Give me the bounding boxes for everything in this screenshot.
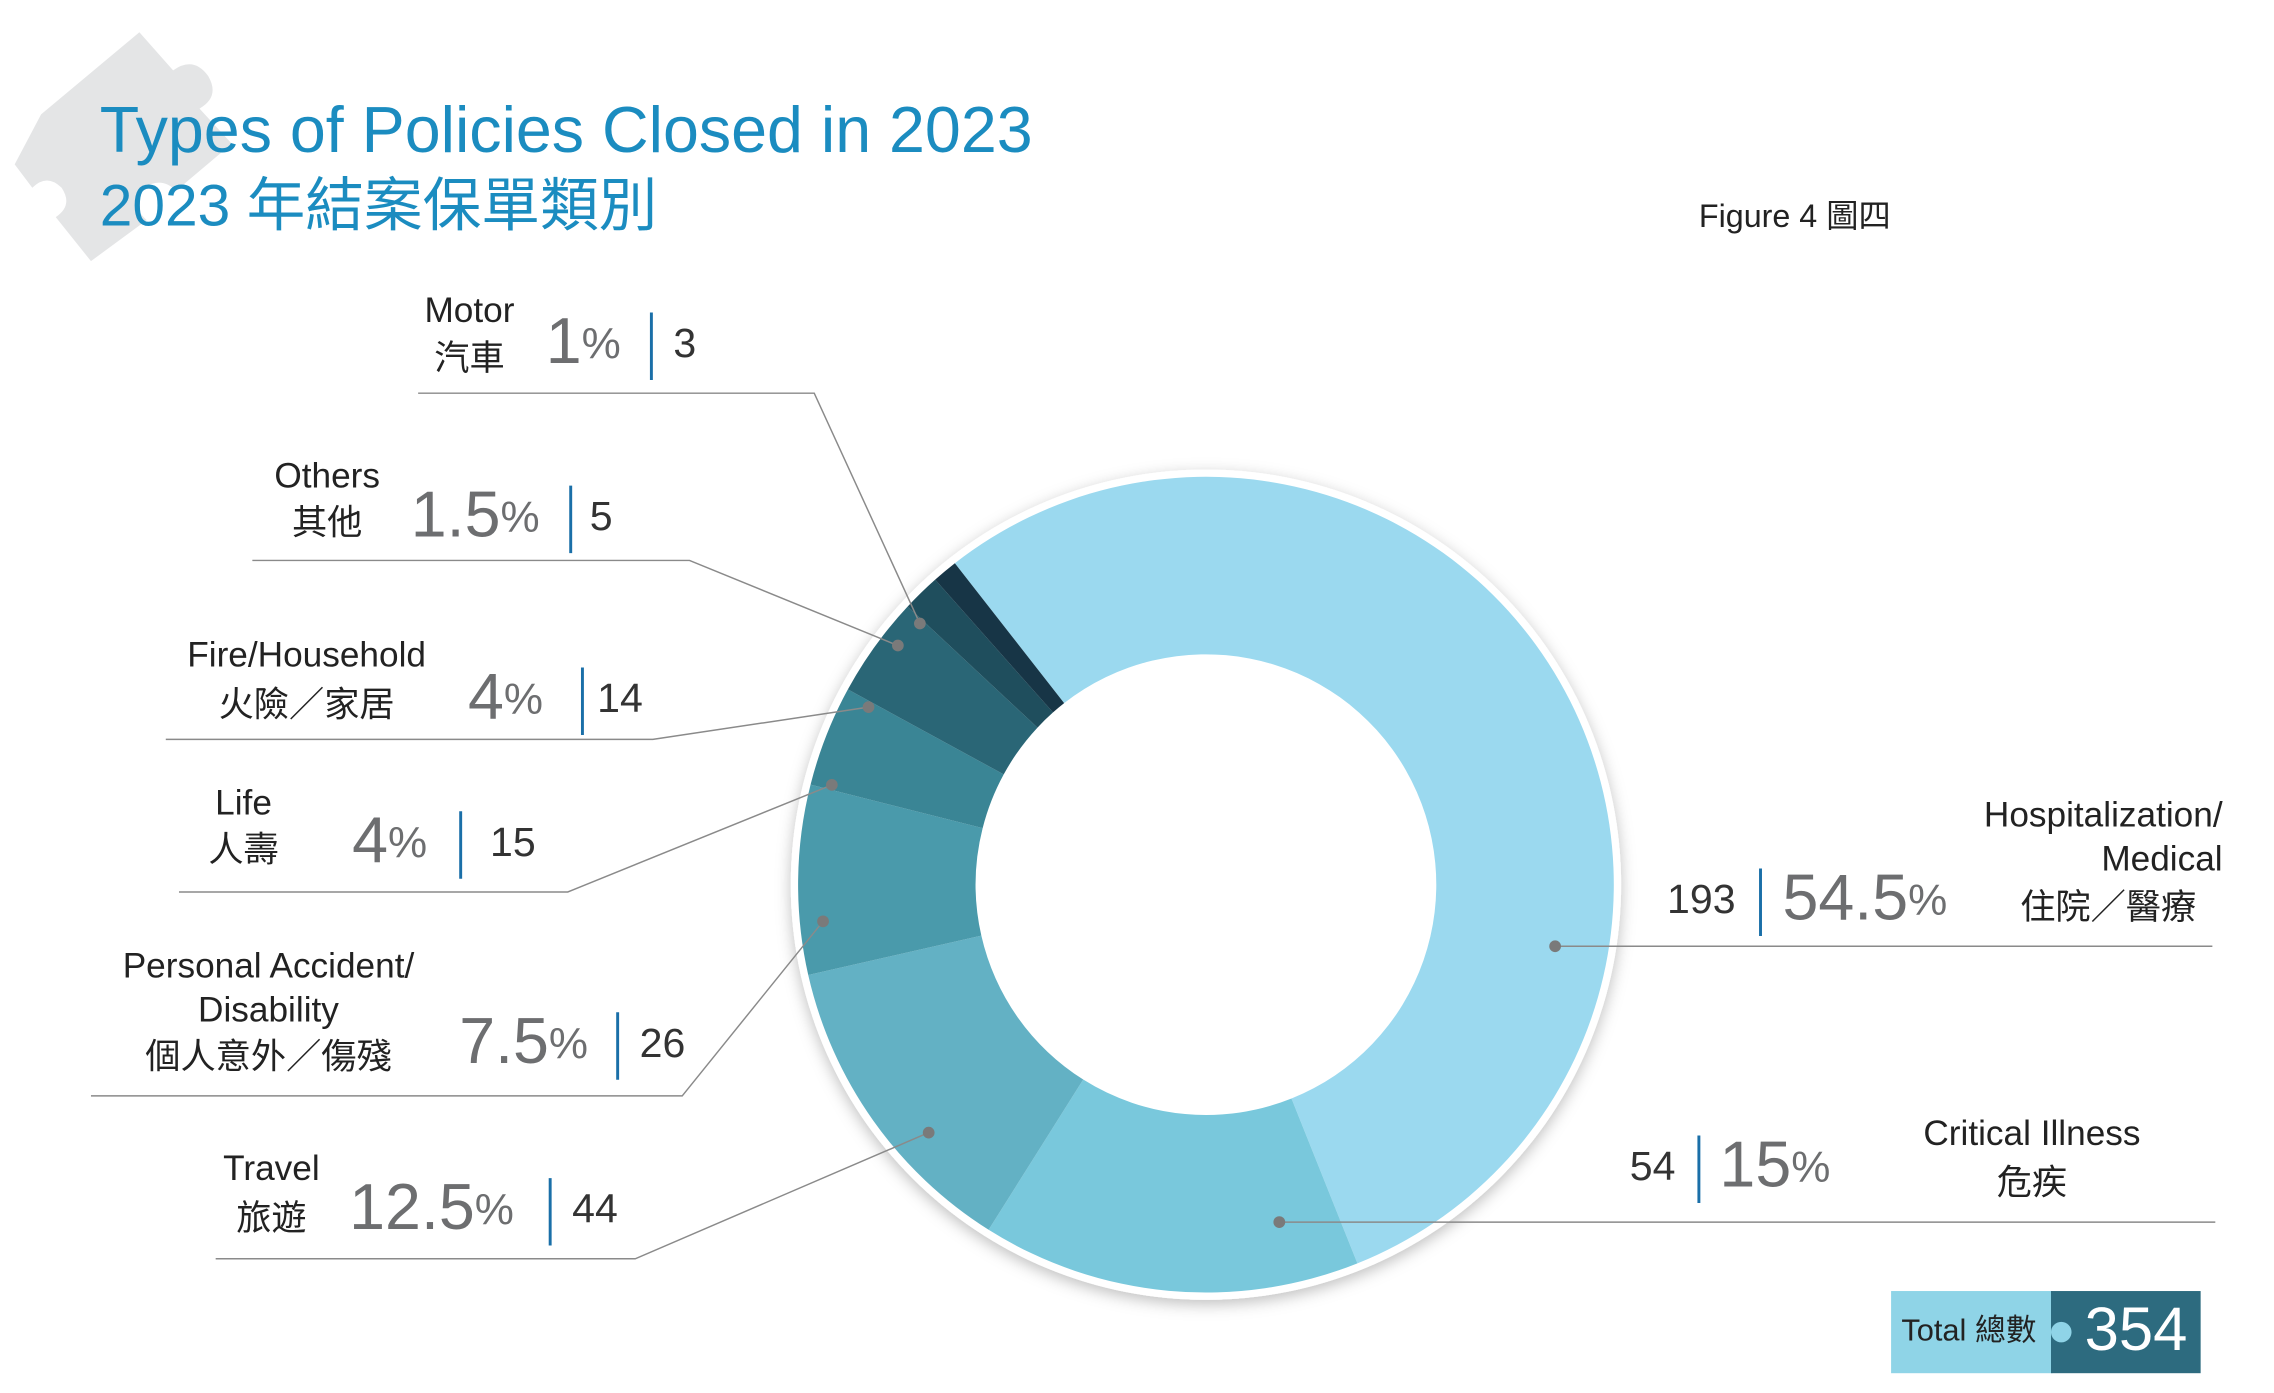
category-label: Travel bbox=[223, 1149, 320, 1188]
count-label: 5 bbox=[590, 493, 613, 539]
category-label: 危疾 bbox=[1997, 1164, 2067, 1203]
category-label: Disability bbox=[198, 991, 339, 1030]
category-label: Motor bbox=[424, 291, 514, 330]
leader-line bbox=[252, 559, 899, 647]
category-label: 其他 bbox=[292, 504, 362, 543]
category-label: 旅遊 bbox=[236, 1199, 306, 1238]
percent-unit: % bbox=[501, 492, 540, 541]
percent-label: 15% bbox=[1719, 1128, 1830, 1200]
count-label: 3 bbox=[673, 320, 696, 366]
leader-line bbox=[165, 706, 869, 741]
category-label: Others bbox=[274, 457, 380, 496]
percent-value: 4 bbox=[468, 660, 504, 732]
percent-label: 4% bbox=[352, 804, 427, 876]
donut-slice bbox=[808, 935, 1084, 1230]
donut-slice bbox=[988, 1079, 1358, 1293]
donut-slice bbox=[907, 579, 1054, 728]
category-label: 個人意外／傷殘 bbox=[145, 1038, 391, 1077]
percent-value: 1.5 bbox=[411, 478, 501, 550]
category-label: 汽車 bbox=[434, 339, 504, 378]
total-box bbox=[2050, 1291, 2201, 1374]
title: Types of Policies Closed in 2023 bbox=[100, 94, 1033, 166]
percent-unit: % bbox=[504, 674, 543, 723]
donut-slice bbox=[935, 563, 1065, 713]
percent-unit: % bbox=[1908, 875, 1947, 924]
category-label: 住院／醫療 bbox=[2020, 888, 2196, 927]
count-label: 15 bbox=[490, 819, 536, 865]
puzzle-icon bbox=[14, 32, 232, 262]
percent-value: 4 bbox=[352, 804, 388, 876]
percent-unit: % bbox=[475, 1184, 514, 1233]
percent-label: 1% bbox=[546, 305, 621, 377]
percent-label: 4% bbox=[468, 660, 543, 732]
leader-dot bbox=[825, 779, 838, 791]
leader-dot bbox=[914, 617, 926, 630]
leader-line bbox=[178, 784, 833, 893]
count-label: 44 bbox=[572, 1186, 618, 1232]
donut-slice bbox=[954, 476, 1614, 1264]
figure-label: Figure 4 圖四 bbox=[1699, 198, 1891, 234]
percent-value: 15 bbox=[1719, 1128, 1791, 1200]
leader-dot bbox=[1549, 940, 1561, 953]
percent-unit: % bbox=[1791, 1142, 1830, 1191]
count-label: 26 bbox=[640, 1020, 686, 1066]
count-label: 14 bbox=[597, 675, 643, 721]
title: 2023 年結案保單類別 bbox=[100, 173, 658, 238]
leader-dot bbox=[862, 701, 875, 714]
category-label: Critical Illness bbox=[1923, 1114, 2140, 1153]
leader-dot bbox=[817, 915, 829, 928]
leader-dot bbox=[891, 639, 904, 652]
percent-label: 1.5% bbox=[411, 478, 540, 550]
percent-value: 1 bbox=[546, 305, 582, 377]
leader-dot bbox=[1273, 1216, 1286, 1228]
total-connector bbox=[2050, 1321, 2072, 1343]
category-label: Medical bbox=[2101, 839, 2222, 878]
category-label: 火險／家居 bbox=[219, 685, 395, 724]
leader-line bbox=[215, 1131, 929, 1260]
percent-unit: % bbox=[388, 818, 427, 867]
percent-value: 7.5 bbox=[459, 1005, 549, 1077]
leader-dot bbox=[922, 1126, 935, 1139]
count-label: 54 bbox=[1630, 1143, 1676, 1189]
percent-label: 7.5% bbox=[459, 1005, 588, 1077]
leader-line bbox=[418, 392, 921, 624]
category-label: Hospitalization/ bbox=[1984, 795, 2223, 834]
total-label: Total 總數 bbox=[1901, 1312, 2036, 1347]
category-label: 人壽 bbox=[208, 831, 278, 870]
donut-slice bbox=[810, 689, 1004, 829]
percent-unit: % bbox=[582, 319, 621, 368]
percent-unit: % bbox=[549, 1019, 588, 1068]
donut-slice bbox=[798, 784, 983, 976]
percent-value: 12.5 bbox=[349, 1171, 475, 1243]
category-label: Fire/Household bbox=[187, 636, 426, 675]
category-label: Life bbox=[215, 784, 272, 823]
leader-line bbox=[90, 920, 824, 1097]
total-box bbox=[1891, 1291, 2053, 1374]
percent-label: 12.5% bbox=[349, 1171, 514, 1243]
total-value: 354 bbox=[2085, 1295, 2188, 1364]
category-label: Personal Accident/ bbox=[123, 947, 415, 986]
percent-label: 54.5% bbox=[1783, 861, 1948, 933]
percent-value: 54.5 bbox=[1783, 861, 1909, 933]
count-label: 193 bbox=[1667, 876, 1736, 922]
